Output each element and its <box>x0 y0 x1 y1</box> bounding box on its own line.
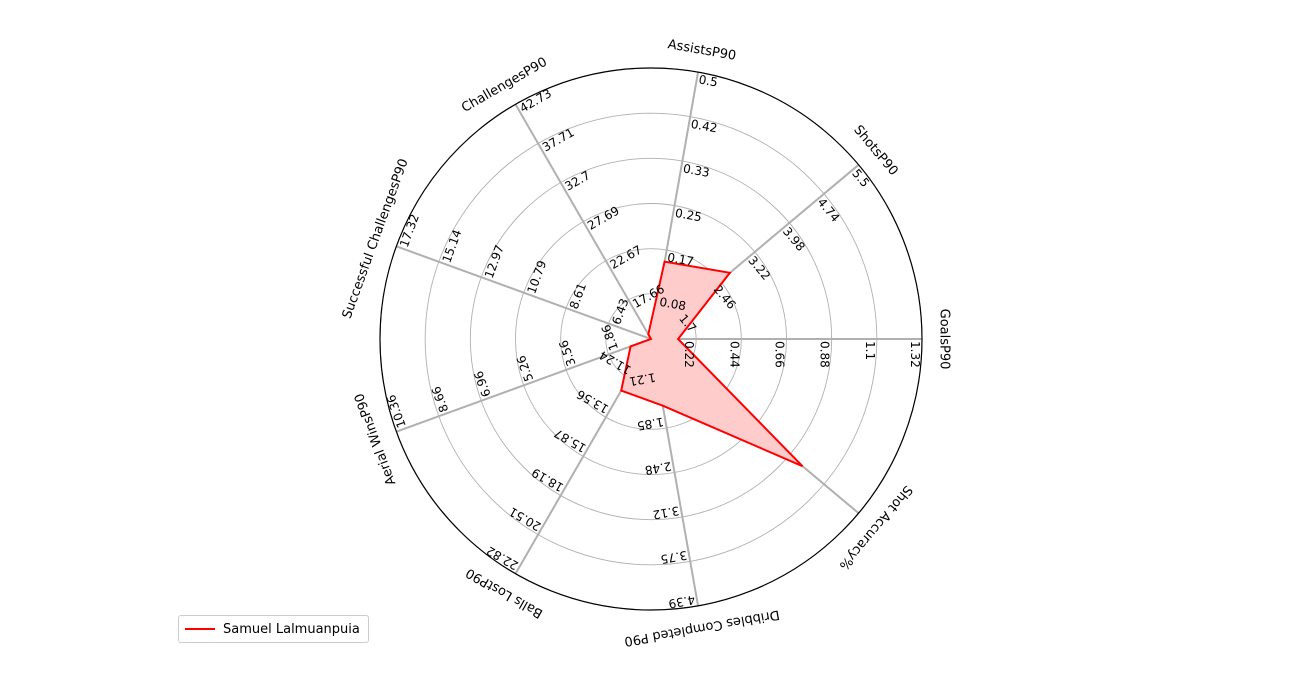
tick-label: 0.44 <box>727 341 741 368</box>
tick-label: 0.66 <box>773 341 787 368</box>
tick-label: 0.22 <box>682 341 696 368</box>
tick-label: 0.25 <box>674 206 703 224</box>
tick-label: 5.26 <box>514 354 536 384</box>
axis-spoke <box>514 103 652 340</box>
outer-ring <box>379 67 923 611</box>
axis-label: Shot Accuracy% <box>836 482 915 572</box>
tick-label: 13.56 <box>574 387 611 416</box>
tick-label: 1.21 <box>628 370 657 388</box>
axis-spoke <box>396 338 652 433</box>
tick-label: 6.43 <box>609 297 631 327</box>
tick-label: 3.12 <box>652 503 681 521</box>
tick-label: 12.97 <box>482 243 507 280</box>
tick-label: 1.1 <box>863 341 877 360</box>
tick-label: 0.42 <box>690 117 719 135</box>
tick-label: 2.46 <box>711 282 739 311</box>
tick-label: 42.73 <box>517 86 554 115</box>
tick-label: 4.74 <box>815 195 843 224</box>
series-area <box>621 261 803 467</box>
series-layer <box>620 260 804 468</box>
tick-label: 4.39 <box>667 592 696 610</box>
tick-label: 37.71 <box>540 125 577 154</box>
axis-spoke <box>396 245 652 340</box>
tick-label: 8.66 <box>429 384 451 414</box>
tick-label: 20.51 <box>507 504 544 533</box>
tick-label: 0.5 <box>698 72 719 89</box>
legend-line-swatch <box>185 628 215 630</box>
tick-label: 10.36 <box>384 393 409 430</box>
tick-label: 0.88 <box>818 341 832 368</box>
tick-label: 17.32 <box>397 212 422 249</box>
axis-label: Dribbles Completed P90 <box>623 606 781 648</box>
tick-label: 3.56 <box>556 338 578 368</box>
axis-label: GoalsP90 <box>937 309 952 370</box>
tick-label: 32.7 <box>562 168 592 193</box>
legend: Samuel Lalmuanpuia <box>178 615 369 643</box>
tick-label: 15.87 <box>552 426 589 455</box>
tick-label: 18.19 <box>529 465 566 494</box>
tick-label: 2.48 <box>644 459 673 477</box>
tick-label: 22.67 <box>608 243 645 272</box>
axis-label: AssistsP90 <box>667 37 738 64</box>
tick-label: 3.98 <box>780 224 808 253</box>
tick-label: 0.33 <box>682 161 711 179</box>
tick-label: 15.14 <box>439 228 464 265</box>
tick-label: 27.69 <box>585 204 622 233</box>
legend-entry-label: Samuel Lalmuanpuia <box>223 621 360 637</box>
tick-label: 3.75 <box>659 548 688 566</box>
tick-label: 0.17 <box>666 250 695 268</box>
tick-label: 1.85 <box>636 415 665 433</box>
tick-label: 10.79 <box>524 259 549 296</box>
tick-label: 22.82 <box>484 543 521 572</box>
tick-label: 1.32 <box>908 341 922 368</box>
tick-label: 3.22 <box>745 253 773 282</box>
tick-label: 0.08 <box>658 295 687 313</box>
tick-label: 8.61 <box>567 281 589 311</box>
tick-label: 6.96 <box>471 369 493 399</box>
series-line <box>620 260 804 468</box>
axis-label: Balls LostP90 <box>463 565 545 621</box>
